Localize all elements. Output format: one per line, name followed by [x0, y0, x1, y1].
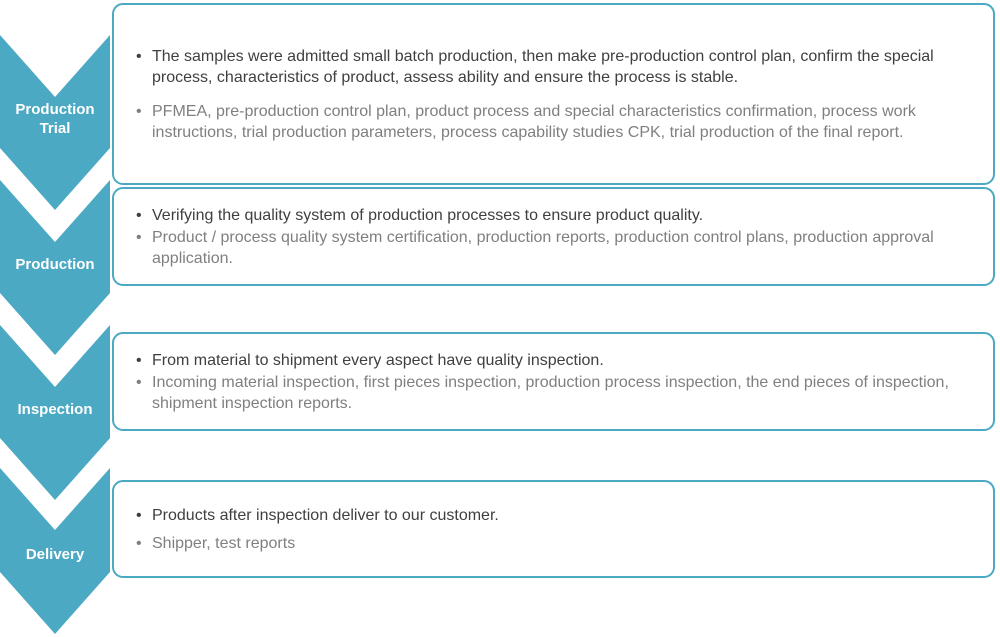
stage-card-delivery: Products after inspection deliver to our… — [112, 480, 995, 578]
chevron-column — [0, 35, 110, 634]
chevron-production-icon — [0, 180, 110, 355]
stage-primary-text: Products after inspection deliver to our… — [152, 506, 499, 524]
stage-card-production-trial: The samples were admitted small batch pr… — [112, 3, 995, 185]
list-item: Shipper, test reports — [136, 533, 977, 554]
stage-secondary-text: Product / process quality system certifi… — [152, 228, 934, 267]
stage-primary-text: Verifying the quality system of producti… — [152, 206, 704, 224]
bullet-dot-icon — [136, 101, 152, 143]
list-item: Product / process quality system certifi… — [136, 227, 977, 269]
stage-secondary-text: Incoming material inspection, first piec… — [152, 373, 949, 412]
list-item: Verifying the quality system of producti… — [136, 205, 977, 226]
chevron-inspection-icon — [0, 325, 110, 500]
stage-card-inspection: From material to shipment every aspect h… — [112, 332, 995, 431]
list-item: The samples were admitted small batch pr… — [136, 46, 977, 88]
list-item: PFMEA, pre-production control plan, prod… — [136, 101, 977, 143]
stage-primary-text: From material to shipment every aspect h… — [152, 351, 604, 369]
chevron-delivery-icon — [0, 468, 110, 634]
bullet-dot-icon — [136, 205, 152, 226]
stage-label-production: Production — [15, 256, 95, 273]
stage-card-production: Verifying the quality system of producti… — [112, 187, 995, 286]
bullet-dot-icon — [136, 46, 152, 88]
stage-primary-text: The samples were admitted small batch pr… — [152, 47, 934, 86]
bullet-dot-icon — [136, 227, 152, 269]
stage-label-production-trial: Production Trial — [15, 101, 95, 137]
stage-secondary-text: Shipper, test reports — [152, 534, 296, 552]
bullet-dot-icon — [136, 372, 152, 414]
list-item: Products after inspection deliver to our… — [136, 505, 977, 526]
list-item: Incoming material inspection, first piec… — [136, 372, 977, 414]
stage-secondary-text: PFMEA, pre-production control plan, prod… — [152, 102, 916, 141]
list-item: From material to shipment every aspect h… — [136, 350, 977, 371]
stage-label-delivery: Delivery — [25, 546, 85, 563]
bullet-dot-icon — [136, 505, 152, 526]
chevron-production-trial-icon — [0, 35, 110, 210]
stage-label-inspection: Inspection — [17, 401, 93, 418]
bullet-dot-icon — [136, 350, 152, 371]
bullet-dot-icon — [136, 533, 152, 554]
